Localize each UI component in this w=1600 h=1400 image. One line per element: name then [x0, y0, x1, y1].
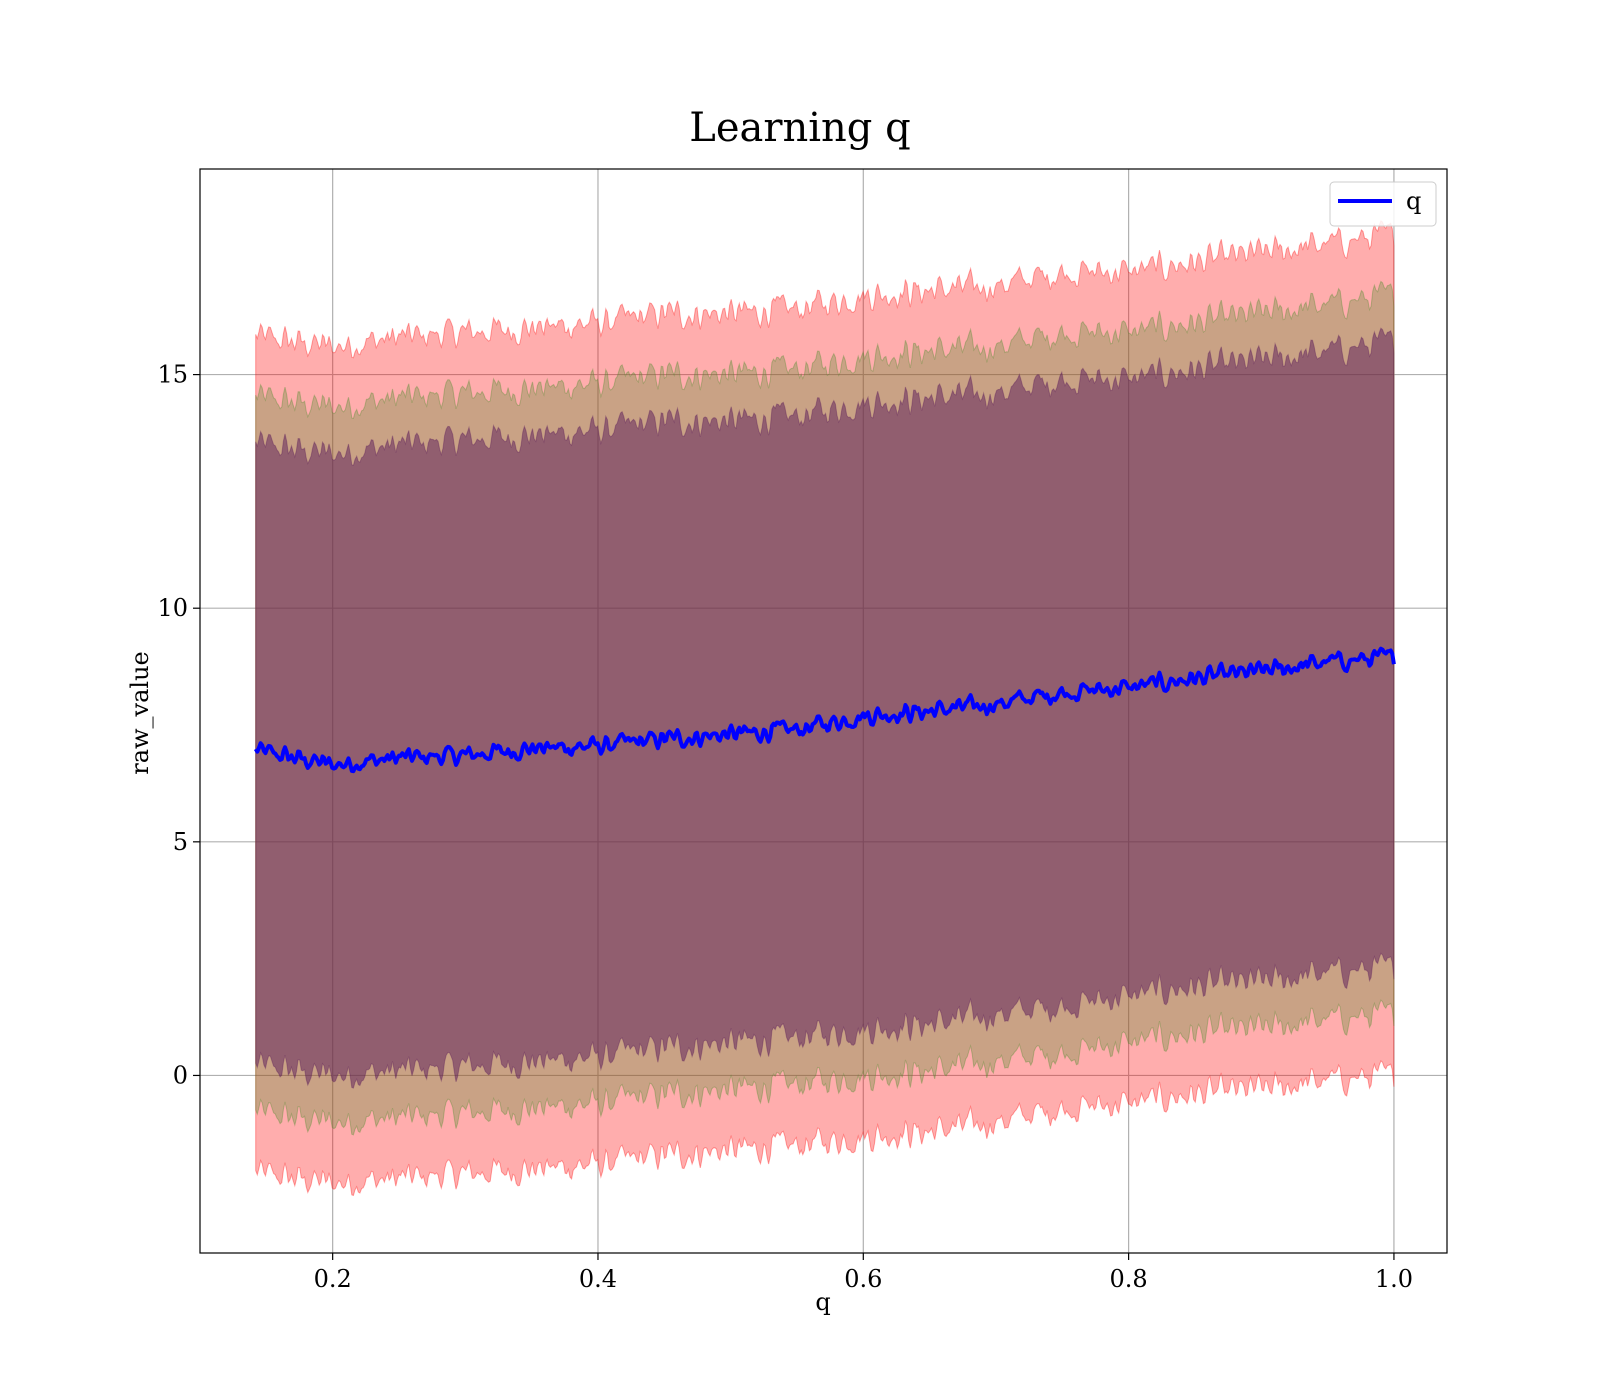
x-axis-ticks: 0.2 0.4 0.6 0.8 1.0: [314, 1253, 1413, 1293]
legend-label: q: [1406, 187, 1421, 215]
x-tick-label: 1.0: [1375, 1265, 1413, 1293]
series-layer: [253, 646, 1396, 774]
x-tick-label: 0.2: [314, 1265, 352, 1293]
x-axis-label: q: [815, 1288, 830, 1316]
y-tick-label: 0: [173, 1061, 188, 1089]
y-tick-label: 15: [157, 361, 188, 389]
y-axis-ticks: 0 5 10 15: [157, 361, 200, 1089]
x-tick-label: 0.8: [1110, 1265, 1148, 1293]
chart-title: Learning q: [689, 105, 910, 151]
confidence-band-2: [255, 327, 1395, 1089]
bands: [255, 219, 1395, 1197]
y-tick-label: 5: [173, 828, 188, 856]
x-tick-label: 0.6: [844, 1265, 882, 1293]
legend-box: [1329, 181, 1437, 227]
y-tick-label: 10: [157, 594, 188, 622]
series-line-q: [253, 646, 1396, 774]
legend: q: [1329, 181, 1437, 227]
y-axis-label: raw_value: [126, 651, 154, 775]
plot-frame: [199, 168, 1448, 1254]
x-tick-label: 0.4: [579, 1265, 617, 1293]
